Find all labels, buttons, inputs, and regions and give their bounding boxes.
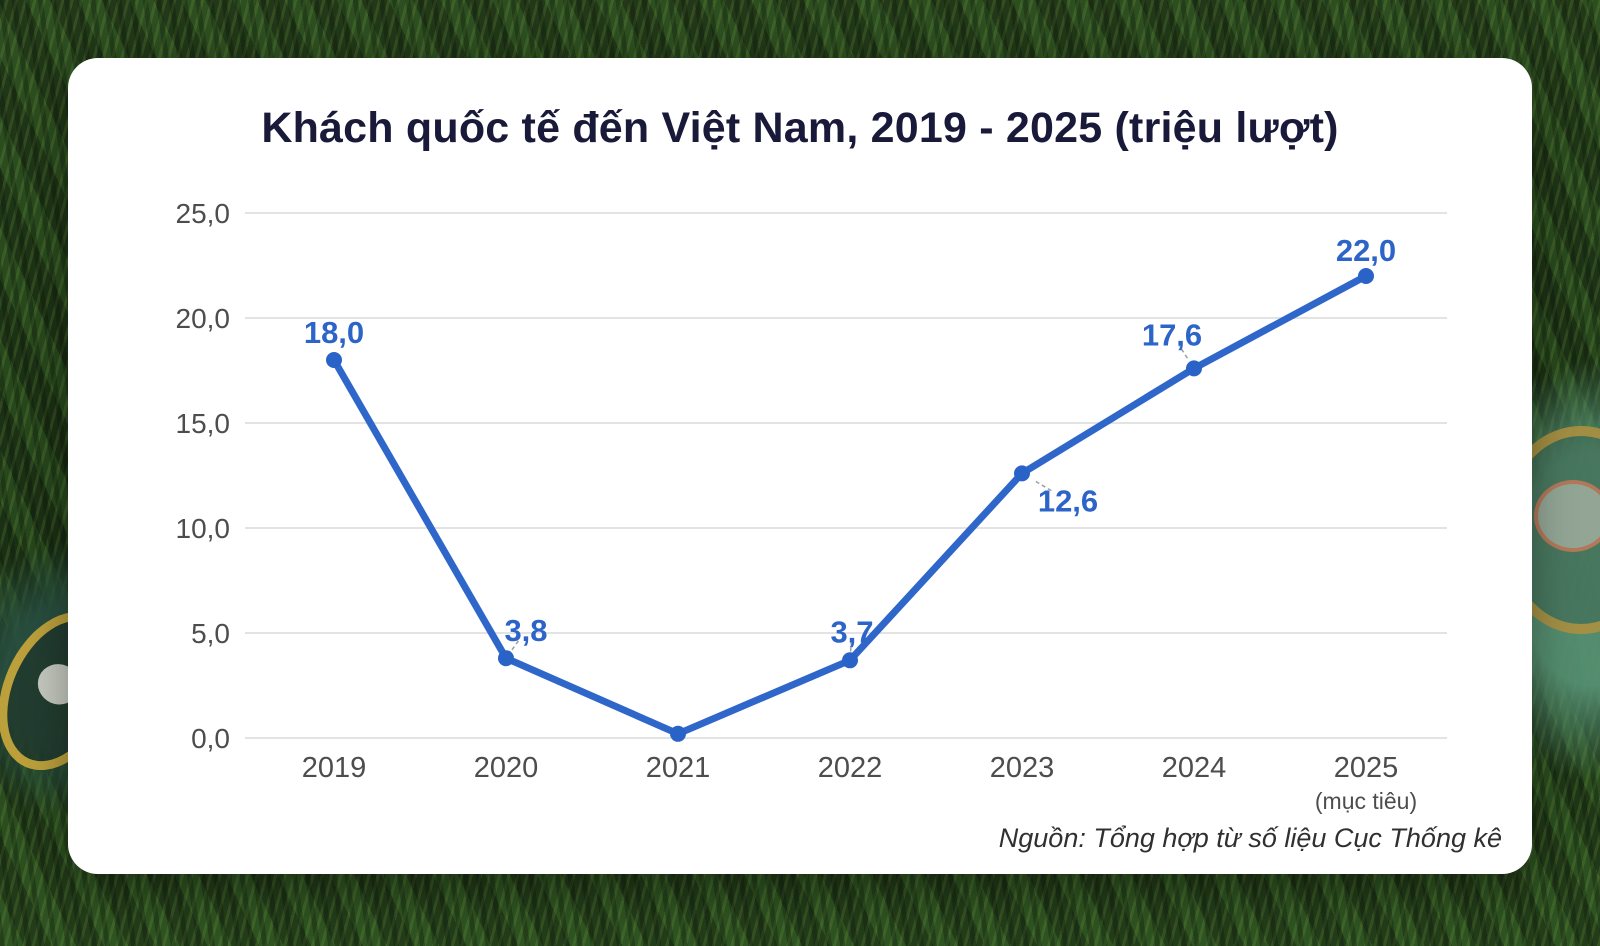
data-point	[1186, 360, 1202, 377]
y-axis-tick-label: 20,0	[176, 303, 231, 334]
x-axis-tick-label: 2024	[1162, 752, 1227, 784]
y-axis-tick-label: 5,0	[191, 618, 230, 649]
chart-title: Khách quốc tế đến Việt Nam, 2019 - 2025 …	[261, 104, 1339, 152]
x-axis-tick-label: 2020	[474, 752, 539, 784]
x-axis-sub-label: (mục tiêu)	[1315, 788, 1417, 814]
data-point	[1014, 465, 1030, 482]
data-point-label: 3,7	[830, 614, 873, 649]
source-note: Nguồn: Tổng hợp từ số liệu Cục Thống kê	[998, 823, 1502, 853]
data-label-leader-line	[511, 638, 521, 651]
x-axis-tick-label: 2019	[302, 752, 367, 784]
data-point	[498, 650, 514, 667]
x-axis-tick-label: 2025	[1334, 752, 1399, 784]
data-label-leader-line	[1035, 480, 1054, 493]
data-label-leader-line	[1178, 344, 1189, 359]
data-point	[842, 652, 858, 669]
x-axis-tick-label: 2021	[646, 752, 711, 784]
data-point	[670, 725, 686, 742]
data-point	[1358, 268, 1374, 284]
x-axis-tick-label: 2022	[818, 752, 883, 784]
data-point	[326, 352, 342, 368]
data-label-leader-line	[849, 640, 853, 652]
y-axis-tick-label: 0,0	[191, 723, 230, 754]
y-axis-tick-label: 15,0	[176, 408, 231, 439]
y-axis-tick-label: 10,0	[176, 513, 231, 544]
x-axis-tick-label: 2023	[990, 752, 1055, 784]
data-point-label: 17,6	[1142, 317, 1202, 352]
data-point-label: 18,0	[304, 315, 364, 350]
chart-card: Khách quốc tế đến Việt Nam, 2019 - 2025 …	[68, 58, 1532, 874]
line-chart: 0,0 5,0 10,0 15,0 20,0 25,0 2019 2020 2021 2022 20…	[176, 198, 1447, 814]
data-point-label: 12,6	[1038, 483, 1098, 518]
data-point-label: 22,0	[1336, 233, 1396, 268]
round-basket-boat-detail	[1534, 480, 1600, 552]
data-point-label: 3,8	[504, 613, 547, 648]
y-axis-tick-label: 25,0	[176, 198, 231, 229]
